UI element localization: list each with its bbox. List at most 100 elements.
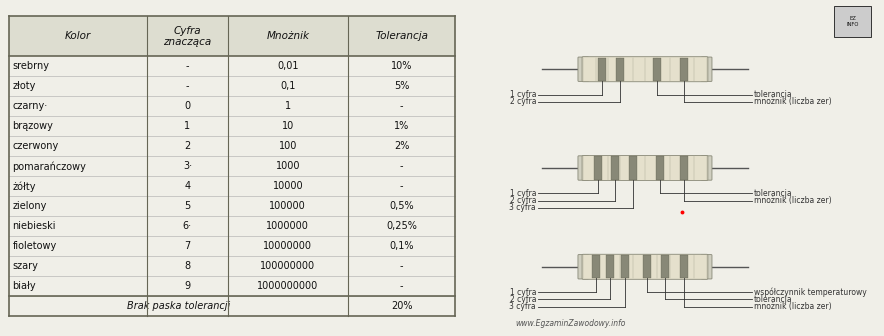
Text: -: - [400, 181, 403, 192]
Bar [148, 176, 227, 196]
Bar [9, 156, 148, 176]
Text: -: - [400, 101, 403, 112]
Text: mnożnik (liczba zer): mnożnik (liczba zer) [754, 97, 832, 106]
Bar [348, 176, 455, 196]
Text: brązowy: brązowy [12, 121, 54, 131]
Text: 1000000000: 1000000000 [257, 281, 318, 291]
Text: 1 cyfra: 1 cyfra [509, 90, 536, 99]
Text: 10: 10 [282, 121, 294, 131]
Bar [348, 237, 455, 256]
Bar [148, 76, 227, 96]
Text: 5%: 5% [394, 81, 409, 91]
Text: 1 cyfra: 1 cyfra [509, 189, 536, 198]
Text: biały: biały [12, 281, 36, 291]
Bar [148, 196, 227, 216]
FancyBboxPatch shape [701, 255, 712, 279]
Bar [148, 116, 227, 136]
Bar [227, 96, 348, 116]
Text: 2: 2 [184, 141, 191, 152]
FancyBboxPatch shape [582, 156, 708, 180]
Bar [348, 56, 455, 76]
Bar [9, 136, 148, 156]
FancyBboxPatch shape [578, 156, 589, 180]
Bar [9, 196, 148, 216]
Bar [227, 277, 348, 296]
Bar [227, 16, 348, 56]
Text: 8: 8 [185, 261, 190, 271]
Bar [348, 216, 455, 237]
Bar [148, 237, 227, 256]
Text: 1%: 1% [394, 121, 409, 131]
Bar [348, 76, 455, 96]
Bar [348, 156, 455, 176]
Text: mnożnik (liczba zer): mnożnik (liczba zer) [754, 196, 832, 205]
Bar [348, 277, 455, 296]
Text: 3 cyfra: 3 cyfra [509, 203, 536, 212]
Bar [606, 255, 614, 278]
Bar [348, 116, 455, 136]
Text: 0: 0 [185, 101, 190, 112]
Bar [629, 157, 636, 179]
Bar [598, 58, 606, 81]
Text: 2 cyfra: 2 cyfra [509, 295, 536, 304]
Bar [9, 256, 148, 277]
Text: niebieski: niebieski [12, 221, 56, 232]
Text: 2 cyfra: 2 cyfra [509, 97, 536, 106]
Text: -: - [400, 281, 403, 291]
Text: czarny·: czarny· [12, 101, 48, 112]
Text: srebrny: srebrny [12, 61, 50, 71]
Bar [227, 136, 348, 156]
Bar [148, 277, 227, 296]
Bar [148, 136, 227, 156]
Text: mnożnik (liczba zer): mnożnik (liczba zer) [754, 302, 832, 311]
Bar [660, 255, 668, 278]
Bar [227, 196, 348, 216]
Bar [148, 156, 227, 176]
Bar [9, 176, 148, 196]
Bar [348, 16, 455, 56]
Text: współczynnik temperaturowy: współczynnik temperaturowy [754, 287, 866, 297]
Text: złoty: złoty [12, 81, 36, 91]
Text: tolerancja: tolerancja [754, 189, 793, 198]
Text: 6·: 6· [183, 221, 192, 232]
Bar [644, 255, 652, 278]
FancyBboxPatch shape [578, 57, 589, 81]
Bar [9, 116, 148, 136]
Bar [9, 76, 148, 96]
Bar [348, 96, 455, 116]
Text: 7: 7 [184, 241, 191, 251]
Text: 1 cyfra: 1 cyfra [509, 288, 536, 297]
FancyBboxPatch shape [578, 255, 589, 279]
FancyBboxPatch shape [834, 6, 872, 37]
Bar [348, 196, 455, 216]
Text: Mnożnik: Mnożnik [266, 31, 309, 41]
Text: -: - [186, 81, 189, 91]
Bar [656, 157, 664, 179]
Text: żółty: żółty [12, 181, 36, 192]
Bar [227, 116, 348, 136]
Bar [616, 58, 624, 81]
Bar [227, 176, 348, 196]
Text: tolerancja: tolerancja [754, 295, 793, 304]
Bar [227, 237, 348, 256]
Text: -: - [186, 61, 189, 71]
Bar [227, 256, 348, 277]
Bar [612, 157, 620, 179]
Bar [681, 255, 689, 278]
Bar [148, 56, 227, 76]
Text: 100: 100 [278, 141, 297, 152]
Bar [348, 256, 455, 277]
Text: 2 cyfra: 2 cyfra [509, 196, 536, 205]
Text: fioletowy: fioletowy [12, 241, 57, 251]
Text: 10000: 10000 [272, 181, 303, 192]
Text: Tolerancja: Tolerancja [375, 31, 428, 41]
Text: 1000000: 1000000 [266, 221, 309, 232]
Text: EZ
INFO: EZ INFO [846, 16, 858, 27]
Text: 3 cyfra: 3 cyfra [509, 302, 536, 311]
Bar [681, 157, 689, 179]
Text: Cyfra
znacząca: Cyfra znacząca [164, 26, 211, 47]
Text: czerwony: czerwony [12, 141, 59, 152]
FancyBboxPatch shape [582, 254, 708, 279]
FancyBboxPatch shape [582, 57, 708, 82]
Bar [9, 277, 148, 296]
